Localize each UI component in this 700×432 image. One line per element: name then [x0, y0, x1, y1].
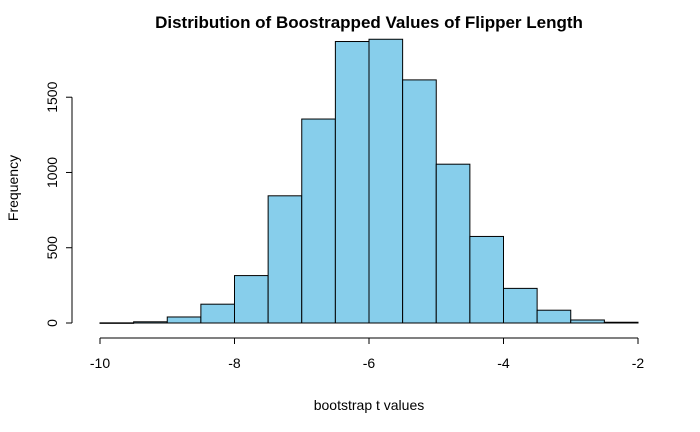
histogram-bar [334, 41, 370, 324]
histogram-bar [267, 195, 303, 324]
histogram-bar [166, 316, 202, 324]
histogram-bar [435, 163, 471, 324]
chart-title: Distribution of Boostrapped Values of Fl… [155, 13, 583, 32]
histogram-bar [503, 287, 538, 324]
x-tick-label: -10 [90, 355, 110, 371]
histogram-bar [301, 118, 336, 324]
histogram-bar [133, 321, 168, 324]
histogram-bar [368, 38, 404, 324]
y-tick-label: 500 [44, 236, 60, 260]
x-tick-label: -6 [363, 355, 376, 371]
y-tick-label: 1000 [44, 157, 60, 188]
y-axis-label: Frequency [5, 155, 21, 221]
y-tick-label: 0 [44, 319, 60, 327]
histogram-bar [570, 319, 605, 324]
histogram-bar [99, 322, 135, 324]
histogram-bar [200, 303, 235, 324]
histogram-bars [99, 38, 639, 324]
histogram-bar [603, 321, 639, 324]
y-tick-label: 1500 [44, 81, 60, 112]
histogram-bar [402, 79, 437, 324]
y-axis: 0 500 1000 1500 [44, 81, 73, 327]
x-axis-label: bootstrap t values [314, 397, 425, 413]
histogram-bar [469, 235, 504, 324]
histogram-bar [536, 309, 572, 324]
x-tick-label: -2 [632, 355, 645, 371]
x-axis: -10 -8 -6 -4 -2 [90, 337, 645, 371]
x-tick-label: -8 [228, 355, 241, 371]
histogram-bar [234, 275, 269, 324]
x-tick-label: -4 [497, 355, 510, 371]
